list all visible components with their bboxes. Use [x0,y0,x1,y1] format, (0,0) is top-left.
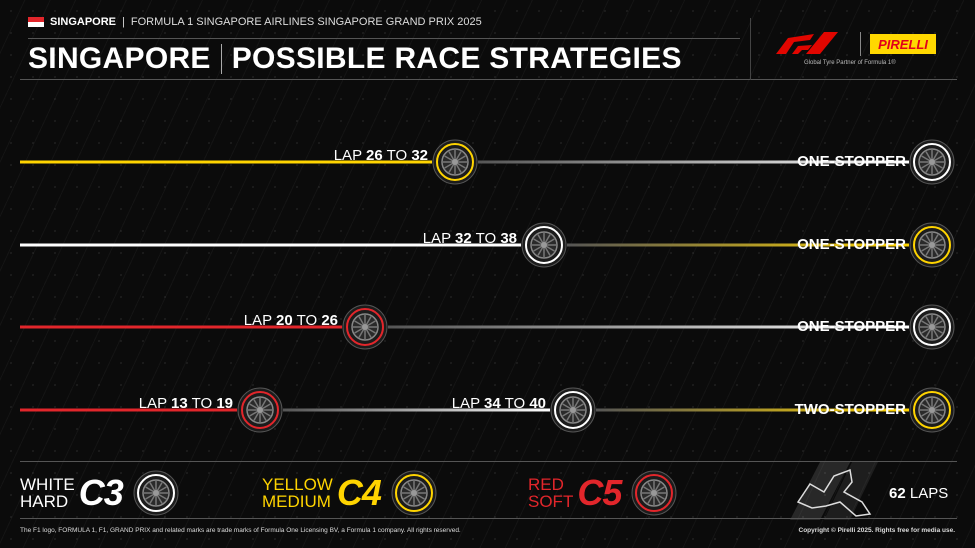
divider [20,518,957,519]
soft-tyre-icon [342,304,388,350]
lap-from: 26 [365,147,383,164]
color-name: RED [528,475,564,494]
strategy-name: ONE-STOPPER [797,318,906,335]
event-name: FORMULA 1 SINGAPORE AIRLINES SINGAPORE G… [130,16,482,28]
strategy-name: ONE-STOPPER [797,236,906,253]
stint-line-medium [596,408,909,412]
lap-word: LAP [243,312,272,329]
medium-tyre-icon [391,470,437,516]
compound-names: WHITE HARD [20,476,75,510]
f1-logo [776,32,838,54]
copyright: Copyright © Pirelli 2025. Rights free fo… [798,527,956,534]
medium-tyre-icon [909,387,955,433]
page-title: SINGAPORE POSSIBLE RACE STRATEGIES [28,42,682,76]
laps-label: LAPS [909,485,949,502]
divider [20,79,957,80]
lap-to: 40 [529,395,546,412]
compound-type: SOFT [528,492,574,511]
stint-line-hard [478,160,909,164]
to-word: TO [296,312,318,329]
lap-word: LAP [333,147,362,164]
color-name: YELLOW [262,475,333,494]
compound-type: HARD [20,492,69,511]
stint-line-hard [388,325,909,329]
pit-window: LAP 26 TO 32 [334,147,428,164]
pit-window: LAP 32 TO 38 [423,230,517,247]
lap-from: 20 [275,312,293,329]
logo-divider [860,32,861,56]
soft-tyre-icon [631,470,677,516]
lap-word: LAP [451,395,480,412]
lap-from: 34 [483,395,501,412]
divider [750,18,751,80]
pirelli-logo: PIRELLI [870,34,936,54]
pit-window: LAP 34 TO 40 [452,395,546,412]
pit-window: LAP 13 TO 19 [139,395,233,412]
compound-code: C5 [577,472,622,513]
compound-code: C4 [336,472,382,513]
to-word: TO [504,395,526,412]
partner-text: Global Tyre Partner of Formula 1® [804,60,896,66]
lap-to: 32 [411,147,428,164]
stint-line-hard [20,243,521,247]
divider [28,38,740,39]
title-text: POSSIBLE RACE STRATEGIES [231,42,682,75]
compound-code: C3 [78,472,124,513]
color-name: WHITE [20,475,75,494]
title-divider [220,44,222,74]
strategy-name: TWO-STOPPER [794,401,906,418]
location: SINGAPORE [50,16,117,28]
legend-item-soft: RED SOFT C5 [528,470,677,516]
lap-from: 13 [170,395,188,412]
subheader: SINGAPORE | FORMULA 1 SINGAPORE AIRLINES… [28,16,482,28]
lap-to: 26 [321,312,338,329]
stint-line-hard [283,408,550,412]
lap-from: 32 [454,230,472,247]
divider: | [122,16,125,28]
compound-names: YELLOW MEDIUM [262,476,333,510]
soft-tyre-icon [237,387,283,433]
lap-word: LAP [138,395,167,412]
stint-line-soft [20,408,237,412]
lap-to: 38 [500,230,517,247]
stint-line-medium [20,160,432,164]
legend-item-medium: YELLOW MEDIUM C4 [262,470,437,516]
medium-tyre-icon [432,139,478,185]
stint-line-soft [20,325,342,329]
to-word: TO [386,147,408,164]
hard-tyre-icon [133,470,179,516]
title-location: SINGAPORE [28,42,211,75]
pit-window: LAP 20 TO 26 [244,312,338,329]
track-map-icon [790,462,878,520]
hard-tyre-icon [550,387,596,433]
hard-tyre-icon [909,304,955,350]
strategy-name: ONE-STOPPER [797,153,906,170]
singapore-flag-icon [28,17,44,27]
medium-tyre-icon [909,222,955,268]
lap-word: LAP [422,230,451,247]
compound-type: MEDIUM [262,492,331,511]
divider [20,461,957,462]
hard-tyre-icon [909,139,955,185]
race-laps: 62 LAPS [889,485,948,502]
to-word: TO [191,395,213,412]
stint-line-medium [567,243,909,247]
to-word: TO [475,230,497,247]
lap-to: 19 [216,395,233,412]
trademark-notice: The F1 logo, FORMULA 1, F1, GRAND PRIX a… [20,527,461,534]
legend-item-hard: WHITE HARD C3 [20,470,179,516]
hard-tyre-icon [521,222,567,268]
compound-names: RED SOFT [528,476,573,510]
laps-count: 62 [889,485,906,502]
